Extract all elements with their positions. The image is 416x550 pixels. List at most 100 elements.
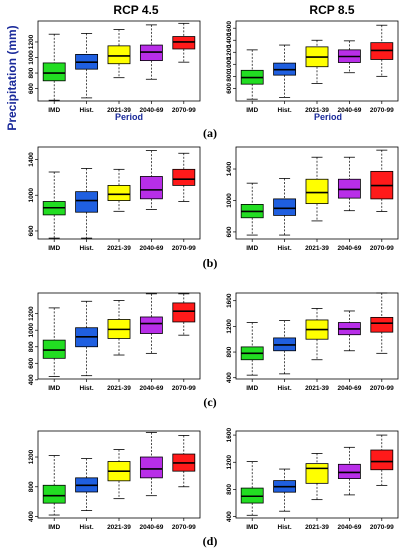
y-tick-label: 1400 (226, 33, 233, 48)
box-imd (42, 484, 66, 504)
panel-4: 600 1000 1400 IMD Hist. 2021-39 2040-69 2070-99 (226, 146, 399, 252)
row-label-d: (d) (203, 534, 218, 548)
x-tick-label: 2040-69 (337, 385, 361, 392)
x-tick-label: IMD (48, 524, 60, 531)
box-2070-99 (172, 168, 196, 186)
y-tick-label: 400 (226, 511, 233, 522)
panel-5: 400 600 800 1000 1200 IMD Hist. 2021-39 2040-69 2… (28, 292, 201, 392)
x-tick-label: 2021-39 (305, 385, 329, 392)
y-tick-label: 1000 (226, 57, 233, 72)
x-tick-label: IMD (48, 385, 60, 392)
box-2021-39 (107, 45, 131, 65)
y-tick-label: 1200 (226, 45, 233, 60)
x-tick-label: Hist. (80, 524, 94, 531)
box-2070-99 (370, 316, 394, 333)
x-tick-label: Hist. (278, 524, 292, 531)
x-tick-label: 2040-69 (337, 245, 361, 252)
x-tick-label: IMD (246, 524, 258, 531)
box-2040-69 (139, 316, 163, 334)
row-label-a: (a) (203, 126, 217, 140)
y-tick-label: 1000 (28, 188, 35, 203)
box-hist- (273, 198, 297, 216)
x-tick-label: IMD (246, 385, 258, 392)
y-tick-label: 800 (226, 346, 233, 357)
x-tick-label: 2070-99 (370, 524, 394, 531)
x-tick-label: 2070-99 (172, 385, 196, 392)
x-tick-label: 2021-39 (305, 107, 329, 114)
box-2070-99 (370, 449, 394, 471)
x-tick-label: Hist. (80, 385, 94, 392)
y-tick-label: 1600 (226, 427, 233, 442)
title-rcp45: RCP 4.5 (113, 3, 158, 17)
y-axis-label: Precipitation (mm) (5, 25, 19, 130)
y-tick-label: 1200 (226, 319, 233, 334)
box-imd (42, 339, 66, 359)
x-tick-label: 2021-39 (305, 245, 329, 252)
y-tick-label: 800 (226, 71, 233, 82)
y-tick-label: 1200 (28, 34, 35, 49)
x-tick-label: IMD (48, 107, 60, 114)
row-label-b: (b) (203, 256, 218, 270)
x-tick-label: 2040-69 (337, 524, 361, 531)
x-tick-label: Hist. (278, 385, 292, 392)
y-tick-label: 400 (28, 511, 35, 522)
y-tick-label: 600 (226, 83, 233, 94)
box-2021-39 (305, 178, 329, 205)
y-tick-label: 800 (28, 67, 35, 78)
y-tick-label: 1000 (28, 323, 35, 338)
x-tick-label: Hist. (278, 107, 292, 114)
y-tick-label: 400 (28, 374, 35, 385)
y-tick-label: 1000 (226, 193, 233, 208)
x-tick-label: 2040-69 (139, 245, 163, 252)
panel-7: 400 800 1200 IMD Hist. 2021-39 2040-69 2070-99 (28, 430, 201, 531)
y-tick-label: 800 (28, 481, 35, 492)
x-axis-label-left: Period (115, 112, 143, 122)
x-tick-label: Hist. (80, 245, 94, 252)
x-tick-label: 2070-99 (172, 245, 196, 252)
panel-3: 600 1000 1400 IMD Hist. 2021-39 2040-69 2070-99 (28, 146, 201, 252)
box-2021-39 (107, 185, 131, 201)
x-tick-label: 2070-99 (370, 385, 394, 392)
y-tick-label: 600 (28, 83, 35, 94)
y-tick-label: 800 (28, 341, 35, 352)
box-2040-69 (139, 176, 163, 200)
x-tick-label: Hist. (80, 107, 94, 114)
x-tick-label: 2021-39 (107, 524, 131, 531)
x-tick-label: 2021-39 (305, 524, 329, 531)
y-tick-label: 1600 (226, 21, 233, 36)
y-tick-label: 600 (28, 225, 35, 236)
box-2021-39 (305, 463, 329, 484)
y-tick-label: 1200 (226, 455, 233, 470)
x-axis-label-right: Period (314, 112, 342, 122)
x-tick-label: 2070-99 (370, 245, 394, 252)
y-tick-label: 1400 (28, 152, 35, 167)
title-rcp85: RCP 8.5 (309, 3, 354, 17)
y-tick-label: 1400 (226, 161, 233, 176)
panel-6: 400 800 1200 1600 IMD Hist. 2021-39 2040-69 2070… (226, 292, 399, 392)
x-tick-label: 2021-39 (107, 385, 131, 392)
y-tick-label: 1200 (28, 306, 35, 321)
box-2040-69 (139, 456, 163, 479)
y-tick-label: 1200 (28, 449, 35, 464)
y-tick-label: 600 (226, 226, 233, 237)
x-tick-label: 2040-69 (139, 107, 163, 114)
box-hist- (75, 191, 99, 213)
row-label-c: (c) (203, 395, 216, 409)
x-tick-label: 2021-39 (107, 245, 131, 252)
x-tick-label: IMD (246, 245, 258, 252)
x-tick-label: 2040-69 (139, 524, 163, 531)
box-2040-69 (337, 463, 361, 479)
panel-8: 400 800 1200 1600 IMD Hist. 2021-39 2040-69 2070… (226, 427, 399, 531)
x-tick-label: 2040-69 (139, 385, 163, 392)
y-tick-label: 400 (226, 372, 233, 383)
x-tick-label: 2070-99 (172, 524, 196, 531)
x-tick-label: 2070-99 (370, 107, 394, 114)
y-tick-label: 800 (226, 484, 233, 495)
x-tick-label: IMD (48, 245, 60, 252)
x-tick-label: Hist. (278, 245, 292, 252)
y-tick-label: 1600 (226, 293, 233, 308)
